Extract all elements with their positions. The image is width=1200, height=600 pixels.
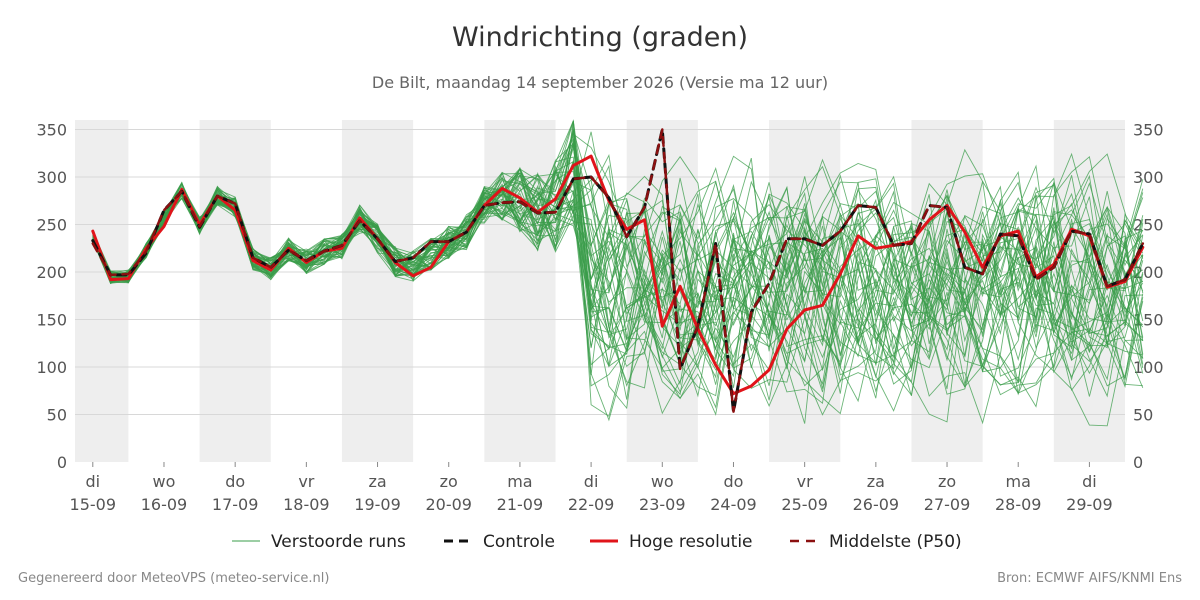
x-tick-date: 15-09 (70, 495, 117, 514)
ensemble-member-line (92, 142, 1144, 400)
ensemble-member-line (92, 171, 1144, 410)
x-tick-day: di (1082, 472, 1097, 491)
x-tick-date: 18-09 (283, 495, 330, 514)
x-tick-date: 22-09 (568, 495, 615, 514)
ensemble-member-line (92, 188, 1144, 422)
y-tick-label: 300 (1133, 168, 1164, 187)
legend-ensemble-label: Verstoorde runs (271, 532, 406, 552)
day-band (911, 120, 983, 462)
y-axis-left: 0 50 100 150 200 250 300 350 (36, 121, 67, 473)
ensemble-members (92, 119, 1144, 427)
x-tick-day: ma (1006, 472, 1031, 491)
x-tick-day: wo (153, 472, 176, 491)
y-tick-label: 100 (1133, 358, 1164, 377)
x-tick-day: di (584, 472, 599, 491)
x-tick-day: di (85, 472, 100, 491)
x-axis: di 15-09 wo 16-09 do 17-09 vr 18-09 za 19-09 zo 20-… (70, 462, 1113, 514)
legend-median-label: Middelste (P50) (829, 532, 962, 552)
day-band (484, 120, 556, 462)
x-tick-day: do (225, 472, 245, 491)
legend-control-label: Controle (483, 532, 555, 552)
x-tick-day: ma (507, 472, 532, 491)
chart-title: Windrichting (graden) (451, 22, 749, 53)
y-tick-label: 50 (1133, 406, 1153, 425)
ensemble-member-line (92, 131, 1144, 415)
y-tick-label: 0 (1133, 453, 1143, 472)
day-band (199, 120, 271, 462)
x-tick-date: 27-09 (924, 495, 971, 514)
chart-subtitle: De Bilt, maandag 14 september 2026 (Vers… (371, 73, 829, 92)
x-tick-date: 29-09 (1066, 495, 1113, 514)
x-tick-date: 20-09 (425, 495, 472, 514)
x-tick-date: 21-09 (497, 495, 544, 514)
legend: Verstoorde runs Controle Hoge resolutie Mid… (232, 532, 962, 552)
day-band (75, 120, 129, 462)
x-tick-date: 25-09 (781, 495, 828, 514)
y-tick-label: 0 (57, 453, 67, 472)
ensemble-member-line (92, 123, 1144, 401)
x-tick-day: wo (651, 472, 674, 491)
x-tick-day: vr (298, 472, 314, 491)
x-tick-day: za (368, 472, 386, 491)
x-tick-day: za (867, 472, 885, 491)
x-tick-day: zo (938, 472, 956, 491)
y-tick-label: 300 (36, 168, 67, 187)
x-tick-date: 16-09 (141, 495, 188, 514)
day-band (341, 120, 414, 462)
x-tick-day: vr (797, 472, 813, 491)
ensemble-member-line (92, 172, 1144, 400)
main-series (91, 128, 1145, 414)
y-tick-label: 150 (36, 311, 67, 330)
footer-generator: Gegenereerd door MeteoVPS (meteo-service… (18, 571, 330, 586)
x-tick-day: do (723, 472, 743, 491)
footer-source: Bron: ECMWF AIFS/KNMI Ens (997, 571, 1182, 586)
x-tick-date: 19-09 (354, 495, 401, 514)
y-tick-label: 50 (47, 406, 67, 425)
x-tick-date: 24-09 (710, 495, 757, 514)
y-tick-label: 200 (36, 263, 67, 282)
x-tick-date: 17-09 (212, 495, 259, 514)
x-tick-date: 23-09 (639, 495, 686, 514)
y-tick-label: 250 (1133, 216, 1164, 235)
ensemble-member-line (92, 135, 1144, 405)
ensemble-member-line (92, 144, 1144, 423)
y-tick-label: 350 (1133, 121, 1164, 140)
y-tick-label: 250 (36, 216, 67, 235)
x-tick-day: zo (440, 472, 458, 491)
ensemble-member-line (92, 181, 1144, 364)
x-tick-date: 28-09 (995, 495, 1042, 514)
y-tick-label: 350 (36, 121, 67, 140)
x-tick-date: 26-09 (853, 495, 900, 514)
median-line (91, 128, 1145, 413)
legend-high-res-label: Hoge resolutie (629, 532, 753, 552)
y-tick-label: 100 (36, 358, 67, 377)
ensemble-member-line (92, 144, 1144, 397)
